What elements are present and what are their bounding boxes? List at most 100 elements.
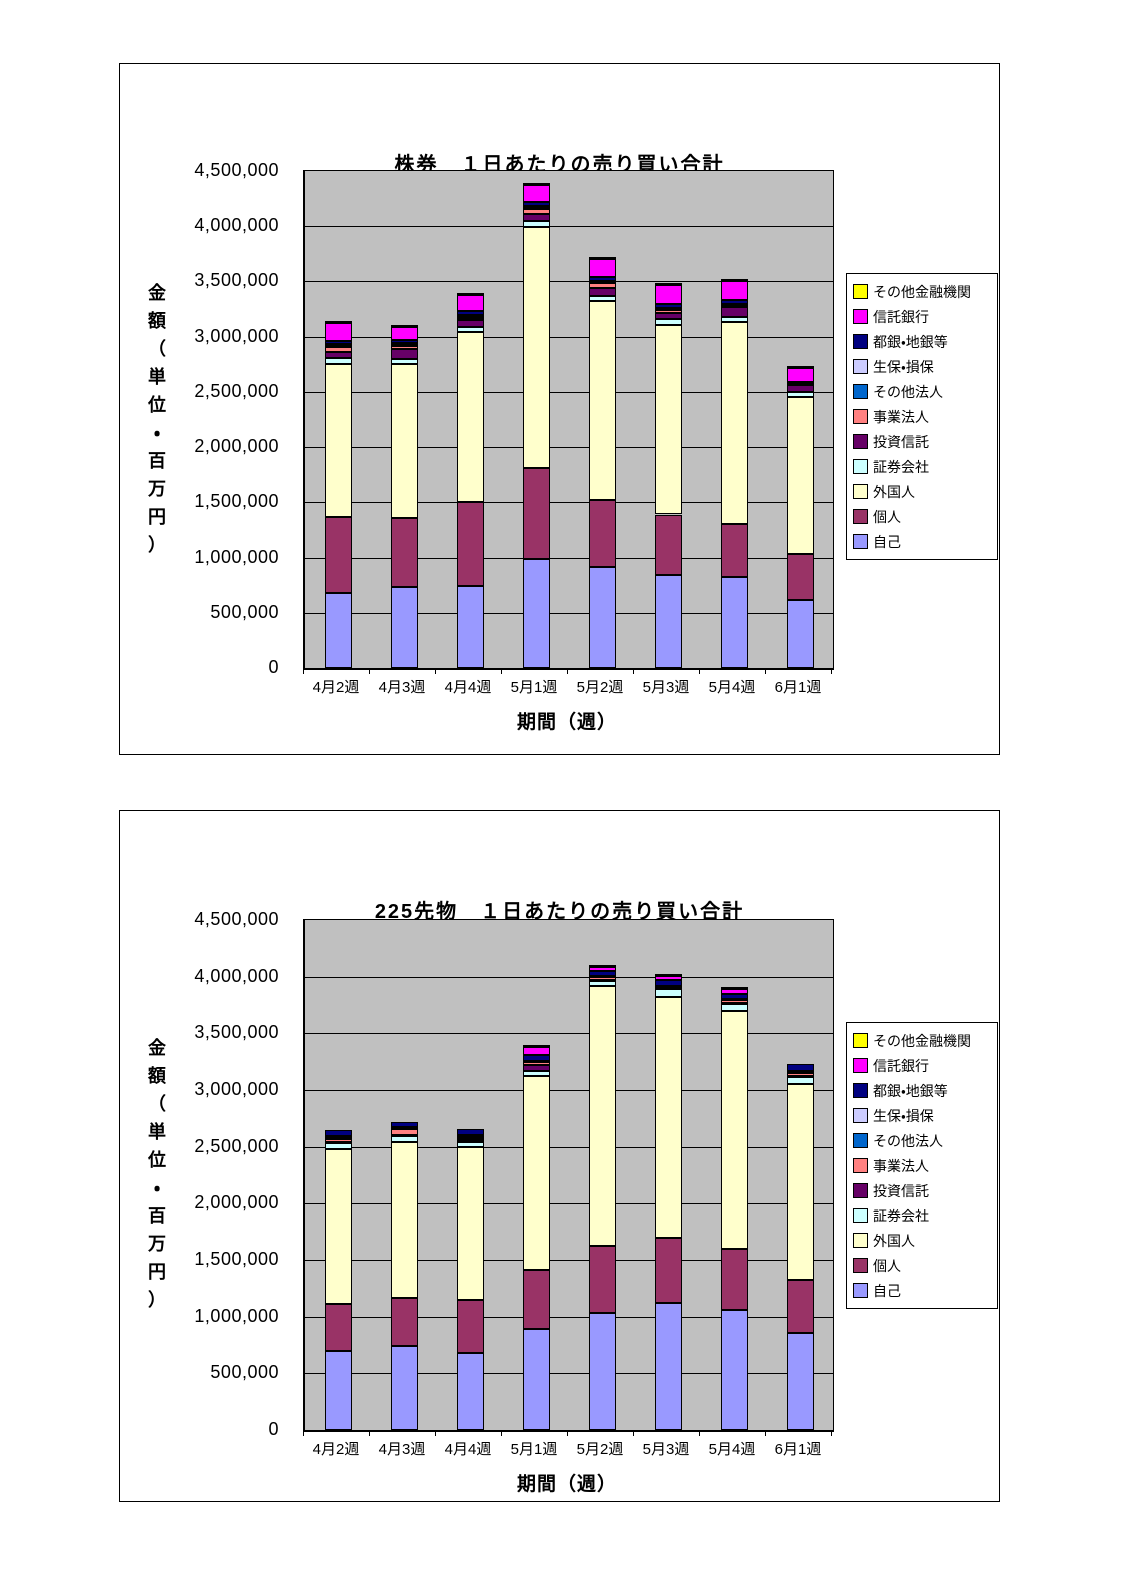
bar-segment [522, 1046, 550, 1055]
bar-segment [786, 600, 814, 668]
y-tick-label: 2,500,000 [194, 380, 279, 401]
bar-segment [720, 577, 748, 668]
legend-swatch-icon [853, 1033, 868, 1048]
legend-item: 外国人 [850, 1228, 994, 1253]
bar-segment [522, 1054, 550, 1061]
bar-segment [588, 981, 616, 986]
bar-segment [654, 986, 682, 989]
y-tick-label: 1,500,000 [194, 1249, 279, 1269]
legend-swatch-icon [853, 1183, 868, 1198]
plot-area [303, 919, 834, 1432]
bar-segment [456, 1128, 484, 1136]
x-tick-label: 4月3週 [378, 1441, 426, 1458]
legend: その他金融機関 信託銀行 都銀・地銀等 生保・損保 その他法人 事業法人 投資信託 証券会社外… [846, 273, 998, 560]
bar-segment [390, 517, 418, 587]
bar-segment [654, 319, 682, 325]
legend-item: 事業法人 [850, 404, 994, 429]
bar-segment [720, 524, 748, 578]
x-axis-tickmark [501, 669, 502, 674]
legend-label: 投資信託 [873, 433, 929, 450]
x-tick-label: 4月4週 [444, 1441, 492, 1458]
bar-segment [522, 206, 550, 208]
bar-segment [786, 1084, 814, 1281]
bar-segment [654, 980, 682, 986]
y-axis-title: 金 額 （ 単 位 ・ 百 万 円 ） [148, 1038, 166, 1310]
bar-segment [588, 296, 616, 302]
bar-segment [786, 1333, 814, 1430]
x-axis-tickmark [567, 669, 568, 674]
gridline [305, 1316, 833, 1318]
y-tick-label: 2,000,000 [194, 436, 279, 457]
bar-segment [324, 592, 352, 668]
bar-segment [720, 986, 748, 989]
x-axis-tickmark [831, 1431, 832, 1436]
legend-label: その他金融機関 [873, 283, 971, 300]
gridline [305, 1373, 833, 1375]
bar-segment [522, 467, 550, 559]
legend-item: 証券会社 [850, 454, 994, 479]
y-tick-label: 4,500,000 [194, 160, 279, 180]
bar-segment [588, 259, 616, 278]
x-tick-label: 4月3週 [378, 679, 426, 696]
legend-swatch-icon [853, 534, 868, 549]
x-axis-tickmark [633, 669, 634, 674]
bar-segment [654, 324, 682, 515]
bar-segment [588, 257, 616, 260]
bar-segment [522, 1328, 550, 1430]
x-axis-tickmark [699, 669, 700, 674]
y-tick-label: 1,000,000 [194, 546, 279, 567]
bar-segment [390, 1121, 418, 1128]
legend-swatch-icon [853, 409, 868, 424]
x-axis-tickmark [303, 669, 304, 674]
x-tick-label: 5月3週 [642, 1441, 690, 1458]
x-tick-label: 6月1週 [774, 1441, 822, 1458]
bar-segment [324, 516, 352, 593]
bar-segment [324, 1148, 352, 1304]
bar-segment [720, 1003, 748, 1012]
bar-segment [456, 1299, 484, 1353]
legend-swatch-icon [853, 1058, 868, 1073]
bar-segment [522, 227, 550, 468]
bar-segment [522, 221, 550, 228]
bar-segment [720, 281, 748, 301]
bar-segment [324, 352, 352, 359]
legend-swatch-icon [853, 1283, 868, 1298]
legend-item: 生保・損保 [850, 1103, 994, 1128]
bar-segment [522, 184, 550, 202]
legend-item: 証券会社 [850, 1203, 994, 1228]
bar-segment [390, 339, 418, 344]
x-axis-tickmark [369, 669, 370, 674]
legend-item: 個人 [850, 1253, 994, 1278]
x-axis-title: 期間（週） [516, 1474, 617, 1495]
x-tick-label: 6月1週 [774, 679, 822, 696]
y-tick-label: 2,500,000 [194, 1135, 279, 1156]
bar-segment [390, 1297, 418, 1347]
x-axis-tickmark [699, 1431, 700, 1436]
bar-segment [786, 1073, 814, 1076]
bar-segment [456, 317, 484, 321]
y-tick-label: 3,500,000 [194, 270, 279, 291]
bar-segment [588, 500, 616, 567]
y-tick-label: 3,500,000 [194, 1022, 279, 1043]
bar-segment [720, 307, 748, 317]
bar-segment [324, 1142, 352, 1149]
legend-item: 事業法人 [850, 1153, 994, 1178]
x-tick-label: 5月1週 [510, 1441, 558, 1458]
bar-segment [456, 1352, 484, 1430]
bar-segment [786, 554, 814, 601]
bar-segment [588, 967, 616, 971]
legend-label: 投資信託 [873, 1182, 929, 1199]
legend-item: その他法人 [850, 1128, 994, 1153]
bar-segment [720, 1309, 748, 1430]
bar-segment [720, 988, 748, 994]
legend-label: 都銀・地銀等 [873, 1082, 948, 1099]
y-tick-label: 4,000,000 [194, 215, 279, 236]
legend-item: 外国人 [850, 479, 994, 504]
gridline [305, 557, 833, 559]
bar-segment [324, 358, 352, 365]
legend-item: 個人 [850, 504, 994, 529]
chart-title: 225先物 １日あたりの売り買い合計 [374, 901, 745, 923]
bar-segment [654, 310, 682, 313]
bar-segment [390, 1346, 418, 1430]
